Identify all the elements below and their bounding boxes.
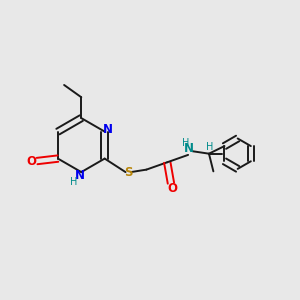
Text: N: N bbox=[103, 123, 113, 136]
Text: O: O bbox=[27, 154, 37, 167]
Text: N: N bbox=[184, 142, 194, 155]
Text: O: O bbox=[167, 182, 177, 195]
Text: S: S bbox=[124, 166, 133, 178]
Text: H: H bbox=[206, 142, 214, 152]
Text: H: H bbox=[182, 138, 190, 148]
Text: H: H bbox=[70, 177, 77, 188]
Text: N: N bbox=[75, 169, 85, 182]
